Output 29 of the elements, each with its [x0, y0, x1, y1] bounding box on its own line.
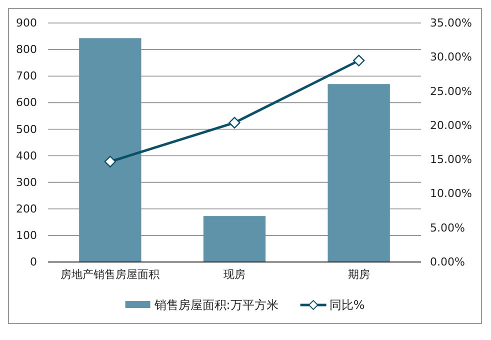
y2-tick-label: 0.00% — [430, 256, 465, 269]
x-tick-label: 房地产销售房屋面积 — [60, 268, 160, 281]
x-tick-label: 期房 — [348, 268, 370, 281]
y2-tick-label: 10.00% — [430, 187, 472, 200]
y-tick-label: 500 — [16, 122, 37, 136]
point — [104, 156, 116, 168]
y2-tick-label: 15.00% — [430, 153, 472, 166]
y2-tick-label: 35.00% — [430, 16, 472, 30]
y-tick-label: 700 — [16, 70, 37, 83]
y-tick-label: 300 — [16, 176, 37, 189]
y-tick-label: 400 — [16, 149, 37, 162]
y-tick-label: 600 — [16, 96, 37, 110]
y2-tick-label: 20.00% — [430, 118, 472, 132]
y2-tick-label: 30.00% — [430, 50, 472, 64]
y2-tick-label: 25.00% — [430, 84, 472, 98]
y2-tick-label: 5.00% — [430, 221, 465, 234]
y-tick-label: 900 — [16, 16, 37, 30]
bar — [203, 216, 266, 262]
point — [228, 116, 240, 129]
legend-label: 同比% — [329, 298, 365, 312]
bar — [328, 84, 390, 262]
legend-label: 销售房屋面积:万平方米 — [153, 298, 278, 312]
y-tick-label: 800 — [16, 43, 37, 56]
y-tick-label: 200 — [16, 202, 37, 216]
y-tick-label: 0 — [30, 256, 37, 269]
y-tick-label: 100 — [16, 228, 37, 242]
bar — [79, 38, 142, 262]
point — [352, 54, 365, 66]
x-tick-label: 现房 — [224, 268, 246, 281]
